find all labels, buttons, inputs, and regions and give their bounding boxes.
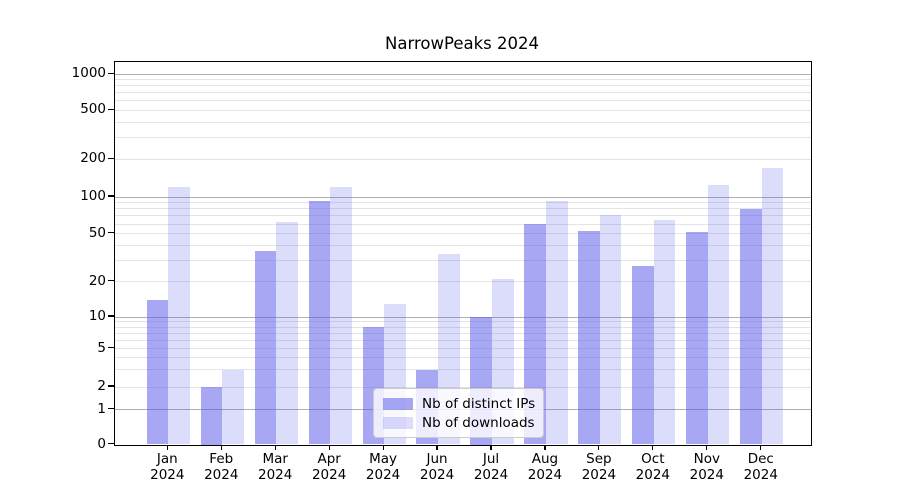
x-tick-mark [436, 444, 438, 450]
y-tick-label: 20 [88, 272, 106, 289]
y-tick-mark [108, 157, 114, 159]
legend-label-downloads: Nb of downloads [422, 414, 535, 431]
y-tick-mark [108, 195, 114, 197]
bar-nb-of-downloads-apr [330, 187, 352, 445]
y-tick-label: 10 [88, 308, 106, 324]
minor-gridline [115, 100, 811, 102]
minor-gridline [115, 109, 811, 111]
bar-nb-of-downloads-aug [545, 200, 568, 445]
y-tick-mark [108, 315, 114, 317]
minor-gridline [115, 339, 811, 341]
x-tick-mark [544, 444, 546, 450]
y-tick-label: 1 [97, 400, 106, 417]
x-tick-label-dec: Dec 2024 [743, 451, 778, 483]
x-tick-label-nov: Nov 2024 [689, 451, 724, 483]
minor-gridline [115, 244, 811, 246]
minor-gridline [115, 121, 811, 123]
major-gridline [115, 316, 811, 318]
minor-gridline [115, 369, 811, 371]
legend-swatch-distinct-ips [383, 397, 413, 410]
bar-nb-of-downloads-feb [222, 369, 244, 445]
x-tick-mark [652, 444, 654, 450]
x-tick-label-sep: Sep 2024 [581, 451, 617, 483]
y-tick-label: 200 [80, 150, 106, 167]
minor-gridline [115, 223, 811, 225]
x-tick-label-jun: Jun 2024 [419, 451, 455, 483]
x-tick-mark [760, 444, 762, 450]
y-tick-mark [108, 346, 114, 349]
bar-nb-of-distinct-ips-feb [200, 387, 223, 445]
y-tick-label: 500 [80, 101, 106, 118]
minor-gridline [115, 208, 811, 210]
x-tick-mark [706, 444, 708, 450]
bar-nb-of-distinct-ips-apr [308, 200, 331, 445]
y-tick-mark [108, 442, 114, 445]
minor-gridline [115, 85, 811, 87]
minor-gridline [115, 386, 811, 388]
minor-gridline [115, 326, 811, 328]
minor-gridline [115, 137, 811, 139]
y-tick-label: 100 [80, 188, 106, 204]
minor-gridline [115, 79, 811, 81]
minor-gridline [115, 233, 811, 235]
minor-gridline [115, 215, 811, 217]
bar-nb-of-distinct-ips-nov [686, 231, 708, 445]
y-tick-mark [108, 108, 114, 110]
bar-nb-of-downloads-mar [276, 222, 298, 445]
y-tick-label: 0 [97, 435, 106, 452]
y-tick-mark [108, 407, 114, 410]
bar-nb-of-distinct-ips-mar [254, 250, 277, 445]
minor-gridline [115, 158, 811, 160]
x-tick-label-may: May 2024 [365, 451, 401, 483]
x-tick-label-feb: Feb 2024 [204, 451, 239, 483]
minor-gridline [115, 92, 811, 94]
bar-nb-of-downloads-jan [168, 187, 190, 445]
legend-swatch-downloads [383, 416, 413, 429]
legend-label-distinct-ips: Nb of distinct IPs [422, 395, 536, 412]
bar-nb-of-distinct-ips-oct [632, 265, 654, 445]
x-tick-label-jan: Jan 2024 [150, 451, 185, 483]
bar-nb-of-downloads-nov [707, 184, 730, 445]
y-tick-mark [108, 232, 114, 234]
x-tick-mark [274, 444, 276, 450]
x-tick-label-oct: Oct 2024 [635, 451, 671, 483]
bar-nb-of-downloads-oct [653, 219, 676, 445]
minor-gridline [115, 348, 811, 349]
bar-nb-of-distinct-ips-dec [740, 208, 762, 445]
legend-item-downloads: Nb of downloads [383, 414, 535, 431]
y-tick-label: 50 [88, 224, 106, 241]
x-tick-mark [166, 444, 168, 450]
major-gridline [115, 73, 811, 75]
legend: Nb of distinct IPs Nb of downloads [373, 388, 544, 438]
x-tick-mark [382, 444, 384, 450]
y-tick-mark [108, 280, 114, 282]
y-tick-label: 5 [97, 339, 106, 356]
x-tick-mark [220, 444, 222, 450]
x-tick-label-mar: Mar 2024 [258, 451, 293, 483]
y-tick-label: 2 [97, 378, 106, 394]
legend-item-distinct-ips: Nb of distinct IPs [383, 395, 536, 412]
minor-gridline [115, 281, 811, 283]
minor-gridline [115, 332, 811, 334]
y-tick-mark [108, 72, 114, 74]
x-tick-mark [490, 444, 492, 450]
x-tick-mark [598, 444, 600, 450]
y-tick-mark [108, 385, 114, 387]
minor-gridline [115, 321, 811, 323]
minor-gridline [115, 259, 811, 261]
bar-nb-of-distinct-ips-sep [578, 230, 600, 445]
x-tick-mark [328, 444, 330, 450]
minor-gridline [115, 357, 811, 359]
bar-nb-of-downloads-sep [599, 215, 622, 445]
x-tick-label-apr: Apr 2024 [311, 451, 347, 483]
bar-nb-of-distinct-ips-jan [146, 299, 169, 445]
x-tick-label-aug: Aug 2024 [527, 451, 563, 483]
minor-gridline [115, 202, 811, 204]
x-tick-label-jul: Jul 2024 [473, 451, 509, 483]
major-gridline [115, 196, 811, 198]
bar-nb-of-downloads-dec [761, 168, 784, 445]
chart-title: NarrowPeaks 2024 [385, 34, 539, 53]
y-tick-label: 1000 [71, 65, 106, 82]
